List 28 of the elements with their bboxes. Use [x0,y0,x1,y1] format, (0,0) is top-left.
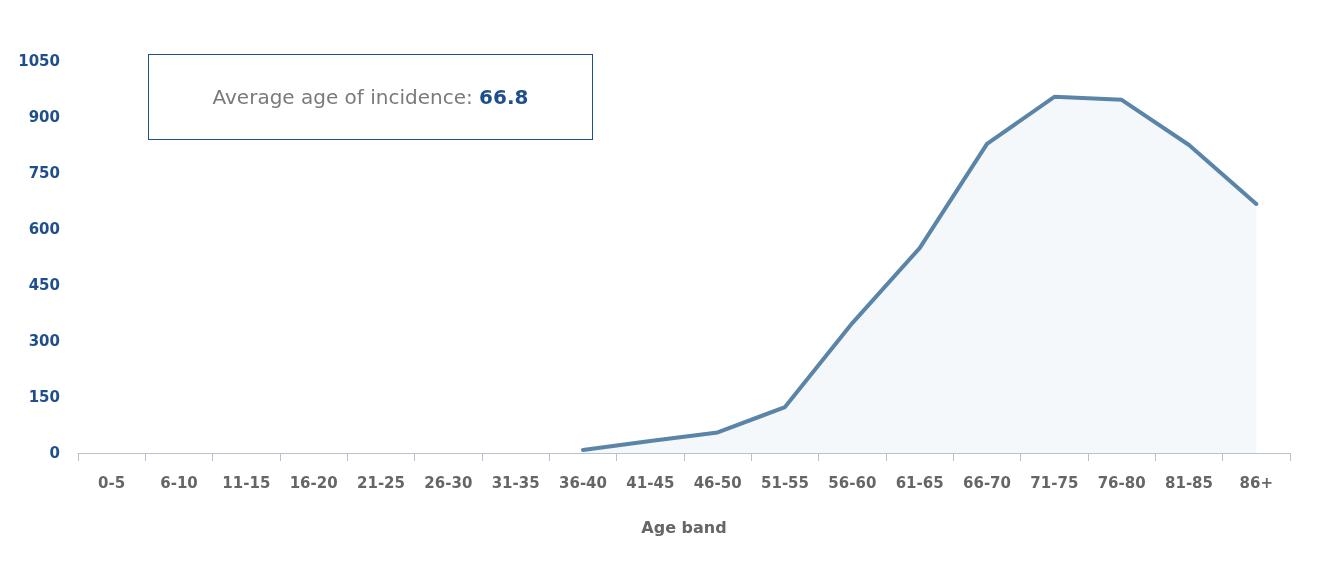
y-tick-label: 900 [28,108,60,126]
x-tick-label: 51-55 [761,473,809,492]
x-tick-label: 41-45 [626,473,675,492]
annotation: Average age of incidence: 66.8 [212,85,529,109]
y-tick-label: 750 [28,164,60,182]
y-tick-label: 0 [49,444,60,462]
y-tick-label: 150 [28,388,60,406]
x-tick-label: 26-30 [424,473,473,492]
x-tick-label: 86+ [1239,473,1274,492]
y-tick-label: 300 [28,332,60,350]
x-tick-label: 0-5 [98,473,126,492]
x-tick-label: 21-25 [357,473,405,492]
x-tick-label: 16-20 [289,473,338,492]
x-tick-label: 71-75 [1030,473,1079,492]
x-tick-label: 6-10 [160,473,198,492]
y-tick-label: 1050 [18,52,60,70]
x-tick-label: 11-15 [222,473,271,492]
x-tick-label: 31-35 [491,473,540,492]
x-tick-label: 66-70 [963,473,1011,492]
y-tick-label: 450 [28,276,60,294]
x-tick-label: 36-40 [559,473,607,492]
x-tick-label: 81-85 [1165,473,1213,492]
x-tick-label: 56-60 [828,473,877,492]
x-axis-title: Age band [641,517,727,537]
x-tick-label: 61-65 [895,473,944,492]
x-tick-label: 46-50 [693,473,742,492]
x-tick-label: 76-80 [1097,473,1146,492]
y-tick-label: 600 [28,220,60,238]
